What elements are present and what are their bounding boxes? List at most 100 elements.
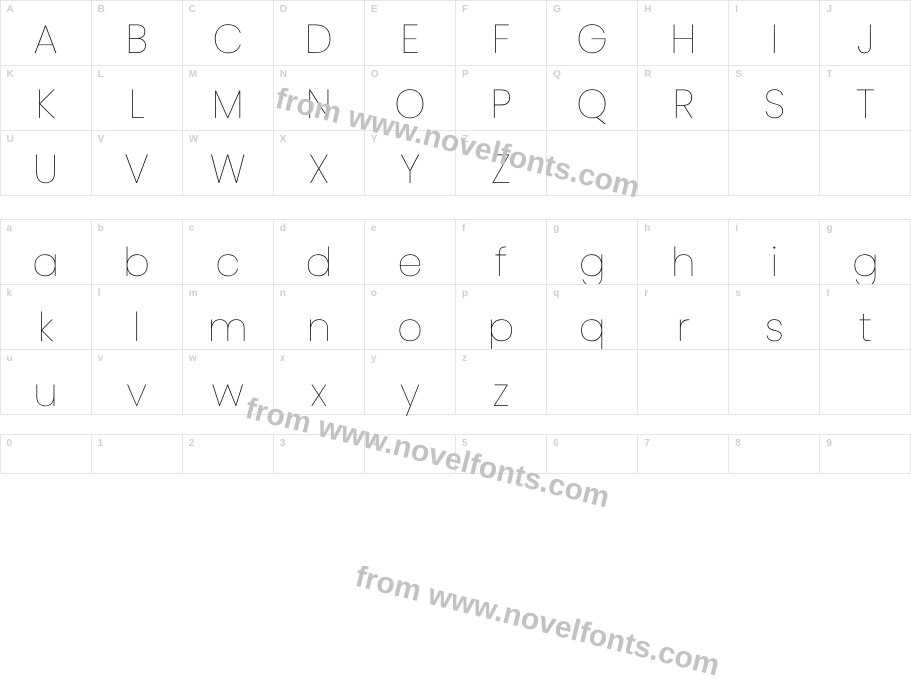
cell-glyph: u bbox=[1, 372, 91, 412]
glyph-cell: ff bbox=[455, 219, 547, 285]
cell-glyph: s bbox=[729, 307, 819, 347]
glyph-cell: dd bbox=[273, 219, 365, 285]
cell-label: R bbox=[644, 69, 651, 80]
glyph-cell: XX bbox=[273, 130, 365, 196]
cell-glyph: G bbox=[547, 19, 637, 59]
cell-glyph: q bbox=[547, 307, 637, 347]
glyph-cell: GG bbox=[546, 0, 638, 66]
cell-glyph: r bbox=[638, 307, 728, 347]
cell-glyph: V bbox=[92, 149, 182, 189]
cell-label: X bbox=[280, 134, 287, 145]
cell-label: A bbox=[7, 4, 14, 15]
cell-label: n bbox=[280, 288, 286, 299]
glyph-cell: ll bbox=[91, 284, 183, 350]
cell-label: G bbox=[553, 4, 561, 15]
glyph-cell bbox=[546, 130, 638, 196]
glyph-cell: pp bbox=[455, 284, 547, 350]
cell-label: z bbox=[462, 353, 467, 364]
cell-glyph: N bbox=[274, 84, 364, 124]
glyph-cell: RR bbox=[637, 65, 729, 131]
glyph-cell: 4 bbox=[364, 434, 456, 474]
glyph-cell: hh bbox=[637, 219, 729, 285]
watermark-text: from www.novelfonts.com bbox=[352, 560, 723, 683]
cell-glyph: d bbox=[274, 242, 364, 282]
cell-label: K bbox=[7, 69, 14, 80]
cell-label: T bbox=[826, 69, 832, 80]
cell-glyph: t bbox=[820, 307, 910, 347]
cell-label: 3 bbox=[280, 438, 286, 449]
cell-glyph: J bbox=[820, 19, 910, 59]
glyph-cell: ss bbox=[728, 284, 820, 350]
glyph-cell bbox=[728, 349, 820, 415]
cell-label: q bbox=[553, 288, 559, 299]
cell-glyph: f bbox=[456, 242, 546, 282]
glyph-cell bbox=[637, 130, 729, 196]
cell-label: o bbox=[371, 288, 377, 299]
cell-label: I bbox=[735, 4, 738, 15]
cell-glyph: b bbox=[92, 242, 182, 282]
cell-label: m bbox=[189, 288, 198, 299]
glyph-cell: ee bbox=[364, 219, 456, 285]
cell-glyph: v bbox=[92, 372, 182, 412]
glyph-cell: mm bbox=[182, 284, 274, 350]
glyph-cell: 1 bbox=[91, 434, 183, 474]
glyph-cell bbox=[728, 130, 820, 196]
cell-glyph: M bbox=[183, 84, 273, 124]
cell-glyph: P bbox=[456, 84, 546, 124]
glyph-cell: SS bbox=[728, 65, 820, 131]
cell-label: W bbox=[189, 134, 199, 145]
cell-glyph: W bbox=[183, 149, 273, 189]
glyph-cell: aa bbox=[0, 219, 92, 285]
glyph-cell bbox=[546, 349, 638, 415]
cell-glyph: H bbox=[638, 19, 728, 59]
glyph-cell: BB bbox=[91, 0, 183, 66]
glyph-cell bbox=[819, 349, 911, 415]
cell-glyph: w bbox=[183, 372, 273, 412]
cell-label: D bbox=[280, 4, 287, 15]
glyph-cell: cc bbox=[182, 219, 274, 285]
glyph-cell: ii bbox=[728, 219, 820, 285]
cell-glyph: B bbox=[92, 19, 182, 59]
cell-glyph: U bbox=[1, 149, 91, 189]
cell-label: k bbox=[7, 288, 13, 299]
glyph-cell: 9 bbox=[819, 434, 911, 474]
cell-label: c bbox=[189, 223, 195, 234]
cell-glyph: c bbox=[183, 242, 273, 282]
cell-label: u bbox=[7, 353, 13, 364]
cell-glyph: e bbox=[365, 242, 455, 282]
cell-label: 8 bbox=[735, 438, 741, 449]
glyph-cell: nn bbox=[273, 284, 365, 350]
cell-glyph: F bbox=[456, 19, 546, 59]
glyph-cell: QQ bbox=[546, 65, 638, 131]
cell-glyph: K bbox=[1, 84, 91, 124]
cell-label: Z bbox=[462, 134, 468, 145]
numbers-grid: 0123456789 bbox=[0, 434, 911, 473]
lowercase-grid: aabbccddeeffgghhiiggkkllmmnnooppqqrrsstt… bbox=[0, 219, 911, 414]
cell-label: a bbox=[7, 223, 13, 234]
glyph-cell: HH bbox=[637, 0, 729, 66]
glyph-cell: kk bbox=[0, 284, 92, 350]
cell-label: r bbox=[644, 288, 648, 299]
glyph-cell: oo bbox=[364, 284, 456, 350]
cell-glyph: L bbox=[92, 84, 182, 124]
glyph-cell: UU bbox=[0, 130, 92, 196]
cell-label: p bbox=[462, 288, 468, 299]
cell-label: y bbox=[371, 353, 377, 364]
glyph-cell: KK bbox=[0, 65, 92, 131]
glyph-cell: uu bbox=[0, 349, 92, 415]
cell-label: Y bbox=[371, 134, 378, 145]
glyph-cell: gg bbox=[546, 219, 638, 285]
cell-label: 6 bbox=[553, 438, 559, 449]
cell-label: f bbox=[462, 223, 466, 234]
cell-label: g bbox=[553, 223, 559, 234]
glyph-cell: VV bbox=[91, 130, 183, 196]
cell-glyph: y bbox=[365, 372, 455, 412]
glyph-cell: PP bbox=[455, 65, 547, 131]
cell-glyph: S bbox=[729, 84, 819, 124]
glyph-cell: II bbox=[728, 0, 820, 66]
glyph-cell: EE bbox=[364, 0, 456, 66]
glyph-cell bbox=[637, 349, 729, 415]
cell-glyph: z bbox=[456, 372, 546, 412]
cell-glyph: R bbox=[638, 84, 728, 124]
cell-label: 7 bbox=[644, 438, 650, 449]
